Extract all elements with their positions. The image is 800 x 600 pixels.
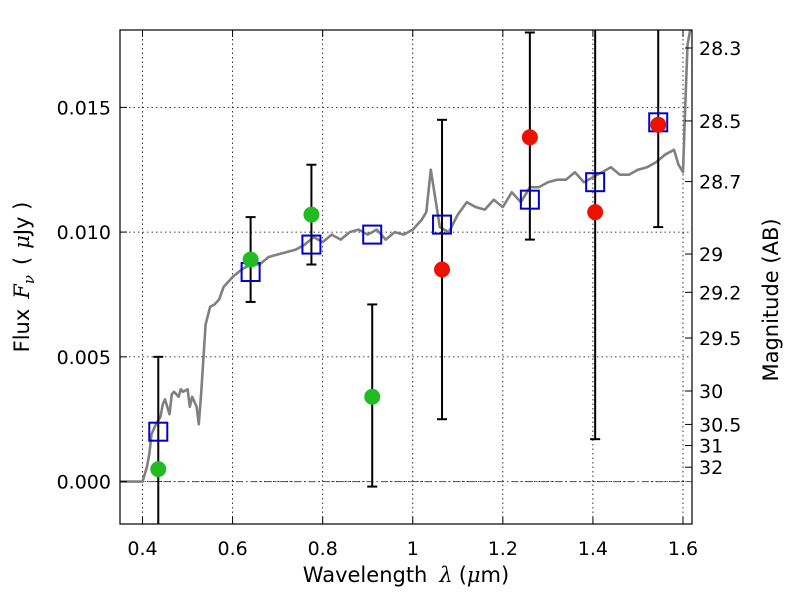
magnitude-tick-label: 30.5 (699, 414, 741, 436)
observed-point-green (150, 461, 167, 478)
magnitude-tick-label: 28.7 (699, 172, 741, 194)
observed-points-series (150, 116, 667, 478)
observed-point-red (434, 261, 451, 278)
grid-lines (120, 30, 692, 524)
magnitude-tick-label: 29 (699, 244, 723, 266)
model-photometry-square (301, 234, 322, 255)
plot-frame (119, 29, 693, 525)
x-axis-label-unit-mu: μ (467, 563, 481, 587)
observed-point-green (242, 251, 259, 268)
x-tick-label: 0.6 (217, 538, 247, 560)
y-axis-label-unit-mu: μ (10, 235, 34, 249)
y-axis-label-symbol: F (10, 283, 34, 300)
magnitude-tick-label: 32 (699, 457, 723, 479)
x-tick-label: 1 (407, 538, 419, 560)
y-axis-label: Flux Fν ( μJy ) (10, 202, 38, 353)
model-photometry-square (519, 189, 540, 210)
y-axis-label-text: Flux (10, 309, 34, 353)
right-axis-label: Magnitude (AB) (759, 218, 783, 381)
x-tick-label: 1.6 (668, 538, 698, 560)
y-tick-label: 0.000 (57, 472, 111, 494)
magnitude-tick-label: 31 (699, 436, 723, 458)
x-tick-label: 0.4 (127, 538, 157, 560)
model-photometry-series (148, 112, 669, 442)
magnitude-tick-label: 28.3 (699, 38, 741, 60)
tick-labels: 0.4 0.6 0.8 1 1.2 1.4 1.6 0.000 0.005 0.010 0.015 2… (57, 38, 742, 560)
model-photometry-square (362, 224, 383, 245)
x-tick-label: 1.4 (578, 538, 608, 560)
y-tick-label: 0.005 (57, 347, 111, 369)
y-axis-label-sub: ν (20, 275, 38, 284)
magnitude-tick-label: 28.5 (699, 111, 741, 133)
x-axis-label-text: Wavelength (303, 563, 428, 587)
observed-point-green (364, 388, 381, 405)
observed-point-red (587, 204, 604, 221)
x-axis-label-symbol: λ (438, 563, 452, 587)
x-axis-label-unit-open: ( (459, 563, 467, 587)
x-axis-label-unit-rest: m) (481, 563, 510, 587)
y-axis-label-unit-rest: Jy ) (10, 202, 34, 238)
magnitude-tick-label: 29.5 (699, 328, 741, 350)
observed-point-green (303, 206, 320, 223)
model-photometry-square (432, 214, 453, 235)
y-axis-label-unit-open: ( (10, 257, 34, 265)
observed-point-red (521, 129, 538, 146)
x-axis-label: Wavelength λ (μm) (303, 563, 509, 587)
observed-point-red (650, 116, 667, 133)
magnitude-tick-label: 30 (699, 381, 723, 403)
axis-ticks (120, 30, 692, 524)
x-tick-label: 1.2 (488, 538, 518, 560)
y-tick-label: 0.010 (57, 222, 111, 244)
model-photometry-square (148, 421, 169, 442)
y-tick-label: 0.015 (57, 97, 111, 119)
model-photometry-square (585, 172, 606, 193)
x-tick-label: 0.8 (308, 538, 338, 560)
magnitude-tick-label: 29.2 (699, 282, 741, 304)
